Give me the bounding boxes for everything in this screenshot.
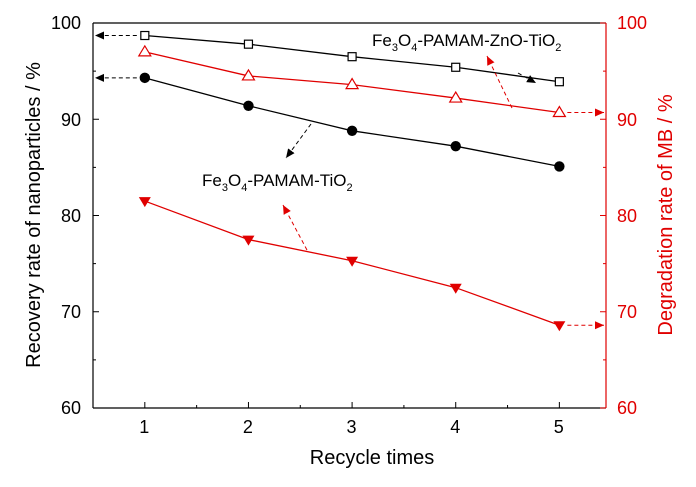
x-axis-title: Recycle times — [310, 447, 434, 469]
marker-triangle-down — [242, 235, 255, 246]
arrow-label-to-series — [517, 72, 537, 84]
annotation-part: -PAMAM-ZnO-TiO — [417, 31, 555, 50]
marker-circle — [554, 161, 565, 172]
marker-triangle-up — [241, 68, 256, 81]
right-y-tick-label: 100 — [617, 13, 647, 33]
left-y-tick-label: 70 — [61, 302, 81, 322]
marker-circle — [450, 141, 461, 152]
annotation-part: O — [228, 171, 241, 190]
left-y-tick-labels: 60 70 80 90 100 — [51, 13, 81, 418]
arrow-label-to-series — [282, 204, 308, 251]
x-tick-label: 2 — [243, 417, 253, 437]
right-y-axis-title: Degradation rate of MB / % — [655, 94, 677, 335]
marker-triangle-up — [345, 77, 360, 90]
marker-triangle-down — [346, 256, 359, 267]
annotation-subscript: 3 — [392, 42, 398, 54]
marker-triangle-up — [448, 90, 463, 103]
left-y-tick-label: 60 — [61, 398, 81, 418]
arrow-label-to-series — [486, 55, 513, 109]
annotation-subscript: 4 — [241, 182, 247, 194]
x-tick-label: 4 — [450, 417, 460, 437]
axis-ticks — [93, 22, 606, 409]
annotation-part: Fe — [372, 31, 392, 50]
marker-square — [347, 52, 357, 62]
x-tick-label: 1 — [139, 417, 149, 437]
marker-circle — [243, 100, 254, 111]
annotation-subscript: 2 — [346, 182, 352, 194]
marker-square — [140, 30, 150, 41]
arrow-label-to-series — [285, 123, 312, 159]
marker-square — [451, 62, 461, 72]
right-y-tick-label: 60 — [617, 398, 637, 418]
series-line-recovery_tio2 — [144, 77, 560, 168]
annotation-part: O — [398, 31, 411, 50]
series-markers — [137, 30, 567, 332]
right-y-tick-label: 80 — [617, 206, 637, 226]
right-y-tick-label: 90 — [617, 110, 637, 130]
marker-square — [554, 77, 564, 87]
annotation-label-zno: Fe3O4-PAMAM-ZnO-TiO2 — [372, 31, 561, 54]
right-y-tick-label: 70 — [617, 302, 637, 322]
marker-triangle-up — [137, 44, 152, 57]
left-y-axis-title: Recovery rate of nanoparticles / % — [23, 62, 45, 368]
annotation-subscript: 4 — [411, 42, 417, 54]
annotation-label-tio2: Fe3O4-PAMAM-TiO2 — [202, 171, 353, 194]
marker-square — [243, 39, 254, 49]
annotation-part: -PAMAM-TiO — [247, 171, 346, 190]
x-tick-labels: 1 2 3 4 5 — [139, 417, 564, 437]
left-y-tick-label: 80 — [61, 206, 81, 226]
marker-triangle-down — [553, 321, 566, 332]
left-y-tick-label: 90 — [61, 110, 81, 130]
marker-triangle-down — [449, 283, 462, 294]
annotation-arrows — [95, 31, 604, 330]
marker-triangle-down — [138, 197, 151, 208]
annotation-subscript: 2 — [555, 42, 561, 54]
annotation-subscript: 3 — [222, 182, 228, 194]
x-tick-label: 3 — [346, 417, 356, 437]
marker-triangle-up — [552, 105, 567, 118]
marker-circle — [346, 125, 358, 136]
x-tick-label: 5 — [554, 417, 564, 437]
right-y-tick-labels: 60 70 80 90 100 — [617, 13, 647, 418]
annotation-part: Fe — [202, 171, 222, 190]
left-y-tick-label: 100 — [51, 13, 81, 33]
marker-circle — [139, 72, 151, 84]
